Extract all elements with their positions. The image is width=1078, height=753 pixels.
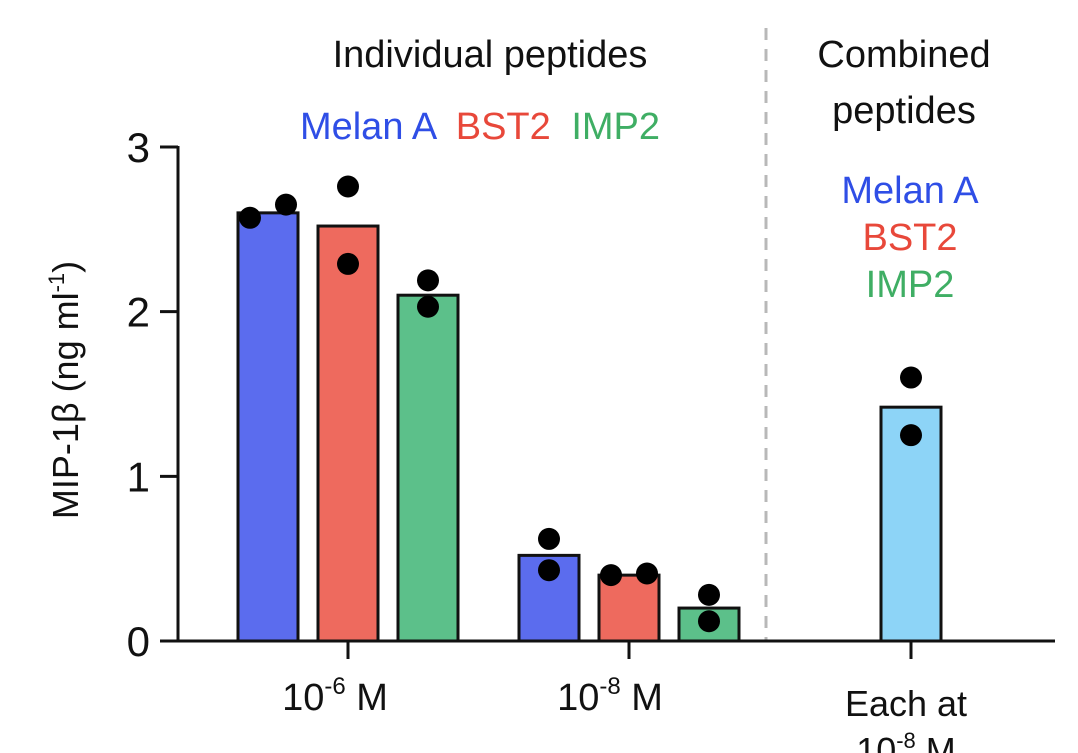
y-tick-label-1: 1: [127, 453, 150, 500]
point-bar-1-2: [275, 193, 297, 216]
bar-bst2-group-1: [316, 224, 380, 643]
legend-bst2: BST2: [456, 106, 551, 148]
panel-right-title-line1: Combined: [817, 34, 990, 76]
y-tick-label-2: 2: [127, 289, 150, 336]
point-bar-4-1: [538, 527, 560, 550]
point-bar-7-2: [900, 424, 922, 447]
x-label-group-2: 10-8 M: [557, 673, 663, 719]
point-bar-2-2: [337, 252, 359, 275]
bar-imp2-group-1: [396, 293, 460, 643]
x-label-group-1: 10-6 M: [282, 673, 388, 719]
x-label-group-3-line2: 10-8 M: [856, 728, 956, 753]
y-tick-label-0: 0: [127, 618, 150, 665]
right-legend-bst2: BST2: [862, 217, 957, 259]
bar-melan-a-group-1: [236, 211, 300, 643]
legend-group: Melan A BST2 IMP2: [300, 106, 660, 148]
point-bar-5-2: [636, 562, 658, 585]
point-bar-6-1: [698, 583, 720, 606]
point-bar-3-2: [417, 295, 439, 318]
legend-imp2: IMP2: [571, 106, 660, 148]
panel-right-title-line2: peptides: [832, 90, 976, 132]
point-bar-4-2: [538, 559, 560, 582]
point-bar-7-1: [900, 366, 922, 389]
point-bar-2-1: [337, 175, 359, 198]
bars: [236, 211, 943, 643]
bar-bst2-group-2: [597, 573, 661, 643]
right-legend-imp2: IMP2: [866, 264, 955, 306]
right-legend-melan-a: Melan A: [841, 170, 979, 212]
y-tick-label-3: 3: [127, 124, 150, 171]
y-axis-label: MIP-1β (ng ml-1): [44, 261, 86, 519]
y-ticks: 0 1 2 3: [127, 124, 178, 665]
y-axis-label-sup: -1: [44, 273, 69, 293]
legend-melan-a: Melan A: [300, 106, 438, 148]
x-label-group-3-line1: Each at: [845, 683, 967, 724]
point-bar-5-1: [600, 564, 622, 587]
point-bar-6-2: [698, 610, 720, 633]
point-bar-1-1: [239, 206, 261, 229]
data-points: [239, 175, 922, 633]
point-bar-3-1: [417, 269, 439, 292]
panel-left-title: Individual peptides: [333, 34, 648, 76]
